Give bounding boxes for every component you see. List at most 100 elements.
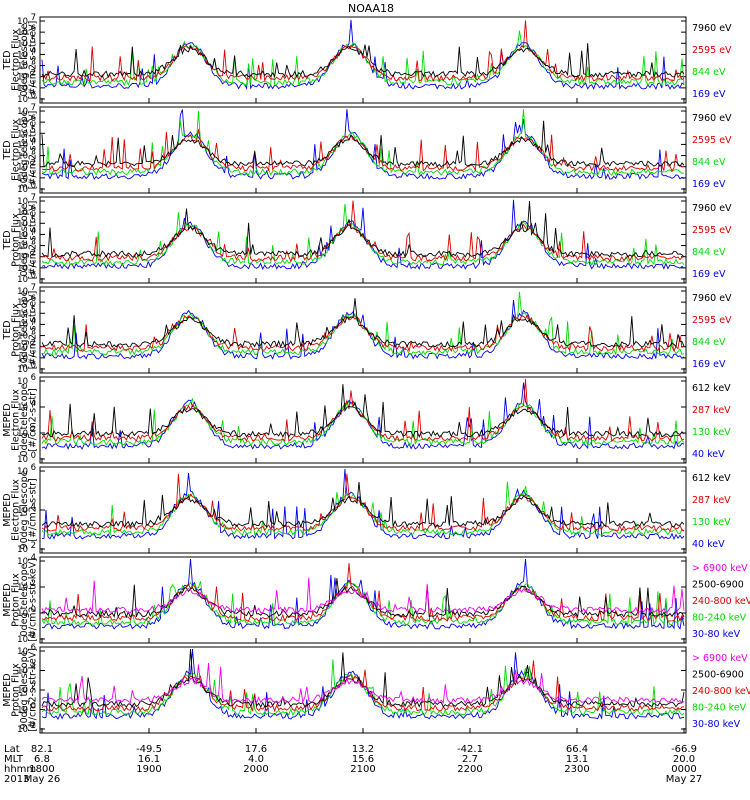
- y-tick-exponent: 7: [31, 283, 36, 293]
- y-tick-exponent: 5: [31, 215, 36, 225]
- y-axis-label-line: TED: [2, 50, 13, 70]
- y-tick-exponent: 0: [31, 91, 36, 101]
- legend-entry: > 6900 keV: [692, 653, 748, 664]
- y-tick-exponent: 3: [31, 58, 36, 68]
- legend-entry: 30-80 keV: [692, 629, 741, 640]
- y-tick-exponent: 1: [31, 170, 36, 180]
- series-trace-black: [41, 120, 685, 168]
- series-trace-green: [41, 109, 685, 177]
- footer-mlt-value: 15.6: [352, 754, 374, 765]
- y-tick-exponent: 0: [31, 181, 36, 191]
- legend-entry: 40 keV: [692, 449, 725, 460]
- y-tick-label: 10: [17, 377, 28, 387]
- y-tick-exponent: 6: [31, 294, 36, 304]
- y-axis-label-line: 0deg telescope: [19, 383, 30, 456]
- series-trace-green: [41, 397, 685, 447]
- series-trace-magenta: [41, 577, 685, 615]
- y-tick-exponent: 6: [31, 463, 36, 473]
- y-tick-exponent: 2: [31, 339, 36, 349]
- y-tick-exponent: 2: [31, 579, 36, 589]
- y-tick-exponent: -2: [28, 631, 36, 641]
- y-tick-exponent: 6: [31, 204, 36, 214]
- series-trace-red: [41, 313, 685, 353]
- series-trace-magenta: [41, 662, 685, 705]
- y-tick-exponent: 2: [31, 425, 36, 435]
- y-axis-label-line: Proton Flux: [11, 303, 22, 357]
- y-tick-label: 10: [17, 455, 28, 465]
- y-axis-label-line: 0deg telescope: [19, 563, 30, 636]
- legend-entry: 844 eV: [692, 337, 726, 348]
- y-tick-exponent: 4: [31, 502, 36, 512]
- y-tick-label: 10: [17, 73, 28, 83]
- footer-row-label: MLT: [4, 754, 24, 765]
- y-tick-label: 10: [17, 118, 28, 128]
- y-axis-label-line: TED: [2, 140, 13, 160]
- y-tick-exponent: 2: [31, 159, 36, 169]
- y-tick-exponent: 4: [31, 399, 36, 409]
- y-tick-exponent: 7: [31, 193, 36, 203]
- y-tick-label: 10: [17, 107, 28, 117]
- y-axis-label-line: 90deg telescope: [19, 470, 30, 549]
- y-tick-label: 10: [17, 583, 28, 593]
- y-tick-label: 10: [17, 332, 28, 342]
- legend-entry: 169 eV: [692, 179, 726, 190]
- y-axis-label-line: 30deg telescope: [19, 110, 30, 189]
- footer-mlt-value: 4.0: [248, 754, 264, 765]
- y-tick-label: 10: [17, 62, 28, 72]
- y-axis-label-line: 0deg telescope: [19, 23, 30, 96]
- y-tick-exponent: 0: [31, 702, 36, 712]
- series-trace-green: [41, 481, 685, 536]
- y-tick-label: 10: [17, 264, 28, 274]
- y-axis-label-line: 0deg telescope: [19, 203, 30, 276]
- y-tick-exponent: 1: [31, 80, 36, 90]
- footer-lat-value: 82.1: [31, 744, 53, 755]
- footer-lat-value: 13.2: [352, 744, 374, 755]
- legend-entry: 844 eV: [692, 247, 726, 258]
- y-tick-exponent: 5: [31, 35, 36, 45]
- y-tick-exponent: 4: [31, 46, 36, 56]
- y-tick-label: 10: [17, 230, 28, 240]
- legend-entry: 169 eV: [692, 89, 726, 100]
- legend-entry: 40 keV: [692, 539, 725, 550]
- legend-entry: 169 eV: [692, 269, 726, 280]
- series-trace-black: [41, 481, 685, 528]
- footer-mlt-value: 13.1: [566, 754, 588, 765]
- y-axis-label-line: Proton Flux: [11, 663, 22, 717]
- y-tick-label: 10: [17, 354, 28, 364]
- y-axis-label-line: [#/cm2-s-str-eV]: [28, 21, 39, 100]
- panel-frame: [39, 556, 687, 644]
- y-tick-label: 10: [17, 403, 28, 413]
- legend-entry: 7960 eV: [692, 23, 732, 34]
- panel-frame: [39, 466, 687, 554]
- y-tick-exponent: 2: [31, 69, 36, 79]
- y-tick-exponent: 5: [31, 125, 36, 135]
- y-axis-label-line: [#/cm2-s-str-eV]: [28, 291, 39, 370]
- y-tick-exponent: 3: [31, 238, 36, 248]
- footer-hhmm-value: 2300: [564, 764, 589, 775]
- series-trace-red: [41, 660, 685, 713]
- y-axis-label-line: [#/cm2-s-str-keV]: [28, 648, 39, 732]
- footer-date-value: May 26: [24, 774, 61, 785]
- y-tick-label: 10: [17, 174, 28, 184]
- legend-entry: 7960 eV: [692, 113, 732, 124]
- legend-entry: 2595 eV: [692, 45, 732, 56]
- y-tick-exponent: 2: [31, 682, 36, 692]
- panel-frame: [39, 106, 687, 194]
- y-tick-label: 10: [17, 365, 28, 375]
- legend-entry: 612 keV: [692, 473, 731, 484]
- y-tick-exponent: 1: [31, 260, 36, 270]
- y-tick-label: 10: [17, 163, 28, 173]
- legend-entry: 2595 eV: [692, 315, 732, 326]
- footer-hhmm-value: 2000: [243, 764, 268, 775]
- footer-hhmm-value: 2100: [350, 764, 375, 775]
- footer-date-value: May 27: [666, 774, 703, 785]
- y-tick-label: 10: [17, 28, 28, 38]
- panel-frame: [39, 646, 687, 734]
- y-axis-label-line: Proton Flux: [11, 573, 22, 627]
